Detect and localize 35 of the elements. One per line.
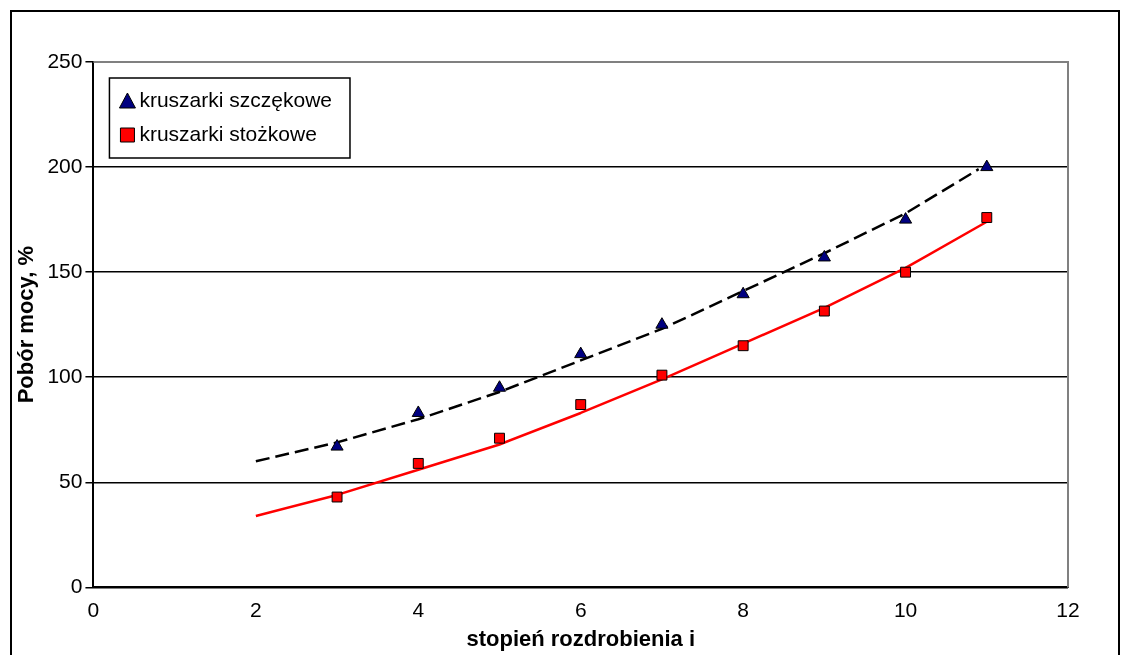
point xyxy=(494,432,505,444)
y-tick-label: 200 xyxy=(47,153,83,177)
x-axis-title: stopień rozdrobienia i xyxy=(466,625,696,651)
point xyxy=(492,380,507,392)
point xyxy=(330,439,344,451)
x-tick-label: 8 xyxy=(737,597,749,621)
point xyxy=(900,266,912,278)
point xyxy=(575,399,587,411)
x-tick-label: 12 xyxy=(1056,597,1080,621)
point xyxy=(331,491,343,503)
legend-label: kruszarki szczękowe xyxy=(139,87,332,111)
x-tick-label: 0 xyxy=(87,597,100,621)
y-tick-label: 150 xyxy=(47,258,83,282)
y-axis-title: Pobór mocy, % xyxy=(13,246,39,404)
x-tick-label: 10 xyxy=(893,597,918,621)
point xyxy=(412,457,424,469)
y-tick-label: 0 xyxy=(70,574,83,598)
y-tick-label: 50 xyxy=(59,469,83,493)
point xyxy=(980,159,994,172)
point xyxy=(981,212,993,223)
point xyxy=(818,305,830,317)
point xyxy=(656,369,668,381)
point xyxy=(817,249,831,262)
x-tick-label: 2 xyxy=(250,597,262,621)
point xyxy=(655,317,669,329)
legend-label: kruszarki stożkowe xyxy=(139,121,317,145)
point xyxy=(899,212,913,224)
point xyxy=(411,405,425,417)
point xyxy=(736,286,750,299)
x-tick-label: 4 xyxy=(412,597,425,621)
x-tick-label: 6 xyxy=(574,597,587,621)
y-tick-label: 100 xyxy=(47,364,83,388)
point xyxy=(737,340,749,352)
y-tick-label: 250 xyxy=(47,48,83,72)
point xyxy=(574,346,588,359)
